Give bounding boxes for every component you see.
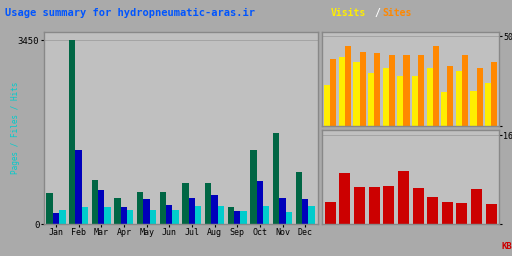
Bar [205, 184, 211, 224]
Bar [433, 46, 439, 126]
Bar [286, 212, 292, 224]
Bar [166, 205, 173, 224]
Bar [427, 197, 438, 224]
Bar [389, 55, 395, 126]
Bar [339, 57, 345, 126]
Bar [234, 211, 241, 224]
Bar [160, 192, 166, 224]
Bar [413, 188, 423, 224]
Bar [325, 202, 336, 224]
Bar [491, 62, 497, 126]
Bar [241, 211, 247, 224]
Bar [189, 198, 195, 224]
Bar [250, 151, 257, 224]
Bar [330, 59, 336, 126]
Bar [75, 151, 82, 224]
Bar [426, 68, 433, 126]
Bar [82, 207, 88, 224]
Bar [382, 68, 389, 126]
Bar [218, 206, 224, 224]
Bar [412, 76, 418, 126]
Bar [354, 187, 365, 224]
Bar [104, 207, 111, 224]
Bar [69, 40, 75, 224]
Bar [182, 184, 189, 224]
Bar [257, 181, 263, 224]
Bar [471, 189, 482, 224]
Bar [273, 133, 280, 224]
Bar [296, 172, 302, 224]
Bar [471, 91, 477, 126]
Bar [447, 66, 454, 126]
Bar [280, 198, 286, 224]
Bar [308, 206, 315, 224]
Bar [398, 172, 409, 224]
Bar [383, 186, 394, 224]
Bar [477, 68, 483, 126]
Bar [59, 210, 66, 224]
Bar [418, 55, 424, 126]
Bar [115, 198, 121, 224]
Bar [456, 71, 462, 126]
Bar [150, 210, 156, 224]
Bar [137, 192, 143, 224]
Bar [127, 210, 134, 224]
Bar [456, 203, 467, 224]
Text: Pages / Files / Hits: Pages / Files / Hits [11, 82, 20, 174]
Text: Visits: Visits [331, 8, 367, 18]
Bar [369, 187, 380, 224]
Bar [403, 55, 410, 126]
Bar [397, 76, 403, 126]
Bar [173, 210, 179, 224]
Text: Sites: Sites [382, 8, 412, 18]
Bar [121, 207, 127, 224]
Bar [374, 53, 380, 126]
Bar [53, 213, 59, 224]
Bar [345, 46, 351, 126]
Bar [302, 199, 308, 224]
Text: KBytes: KBytes [502, 242, 512, 251]
Bar [462, 55, 468, 126]
Bar [92, 180, 98, 224]
Text: Usage summary for hydropneumatic-aras.ir: Usage summary for hydropneumatic-aras.ir [5, 8, 255, 18]
Bar [47, 193, 53, 224]
Bar [486, 204, 497, 224]
Bar [442, 202, 453, 224]
Bar [98, 190, 104, 224]
Bar [143, 199, 150, 224]
Bar [339, 173, 350, 224]
Bar [195, 206, 202, 224]
Bar [324, 85, 330, 126]
Bar [441, 92, 447, 126]
Bar [228, 207, 234, 224]
Bar [368, 73, 374, 126]
Bar [263, 206, 269, 224]
Text: /: / [375, 8, 380, 18]
Bar [211, 195, 218, 224]
Bar [485, 83, 491, 126]
Bar [359, 51, 366, 126]
Bar [353, 62, 359, 126]
